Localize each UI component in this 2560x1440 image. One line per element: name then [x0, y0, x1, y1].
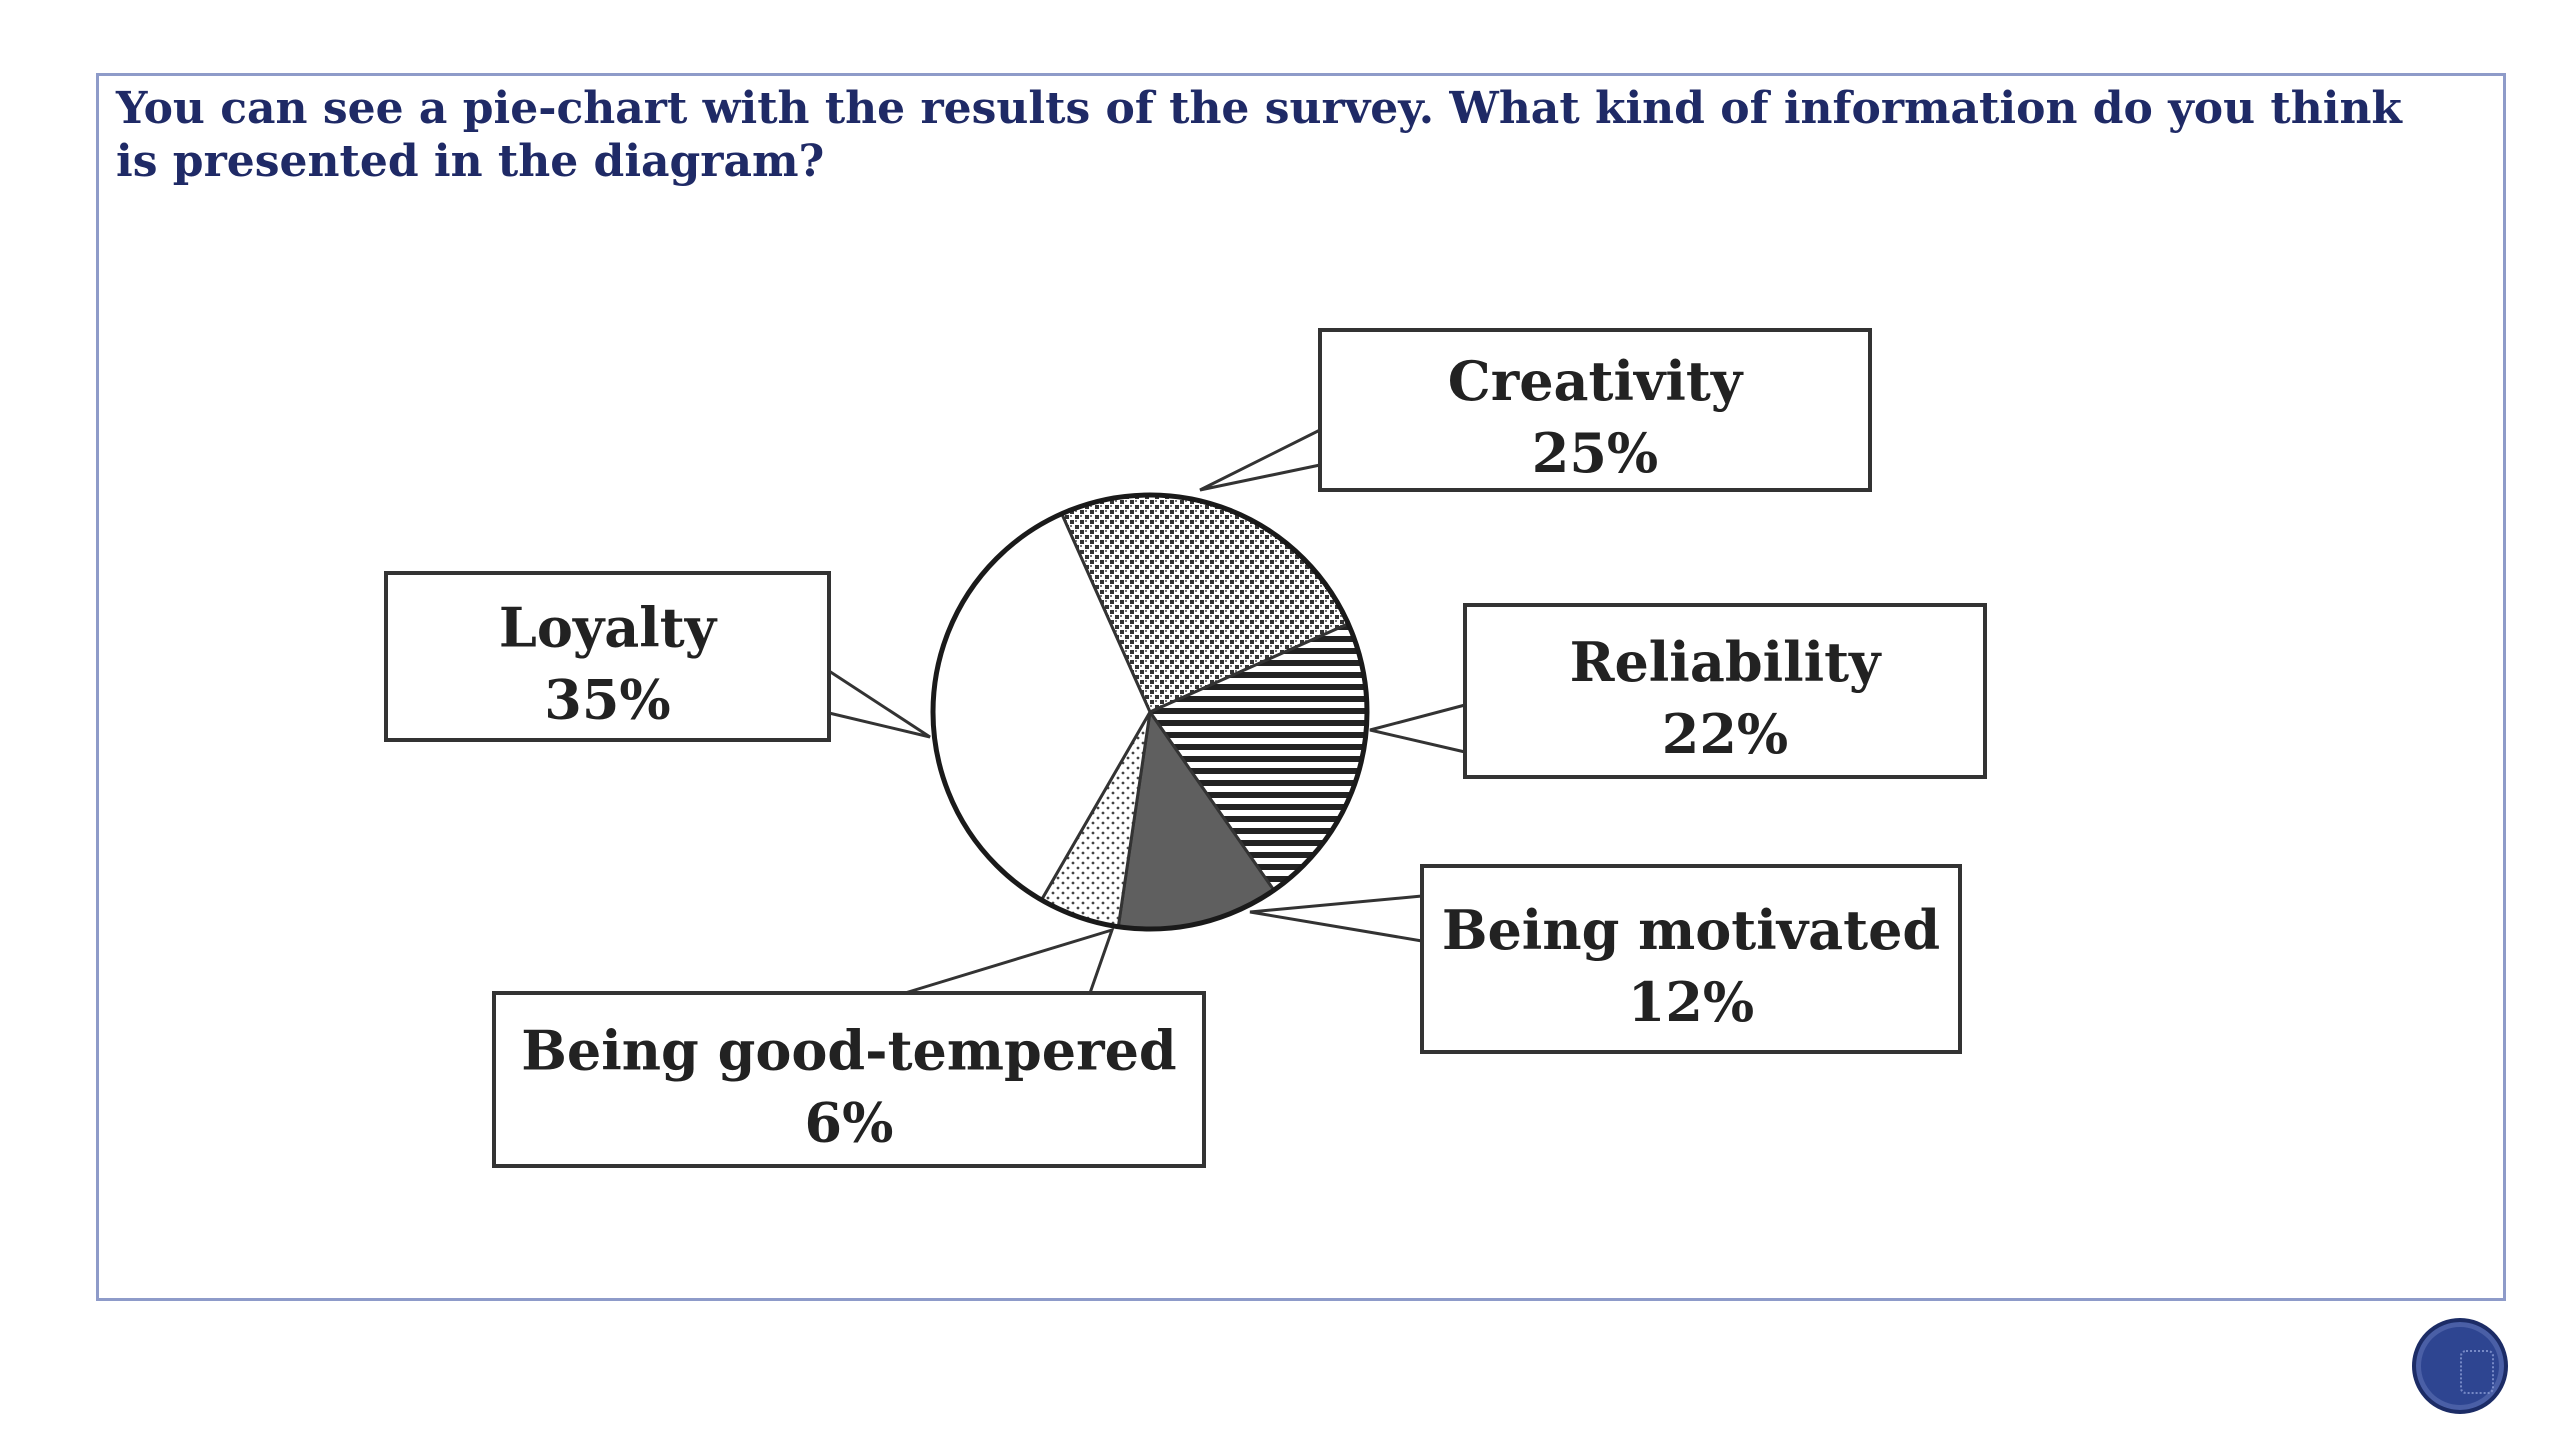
- slide-nav-button[interactable]: [2412, 1318, 2508, 1414]
- callout-leader-loyalty: [828, 669, 931, 739]
- slice-label-being-good-tempered: Being good-tempered: [521, 1019, 1176, 1083]
- slide-frame: [96, 73, 2506, 1301]
- slice-value-reliability: 22%: [1662, 702, 1788, 766]
- slice-label-loyalty: Loyalty: [499, 596, 718, 660]
- slice-value-loyalty: 35%: [544, 668, 670, 732]
- slice-label-being-motivated: Being motivated: [1442, 898, 1940, 962]
- slice-value-being-good-tempered: 6%: [805, 1091, 894, 1155]
- callout-box-creativity: [1318, 328, 1872, 492]
- callout-leader-reliability: [1369, 703, 1466, 754]
- slice-label-creativity: Creativity: [1448, 349, 1744, 413]
- callout-leader-being-motivated: [1249, 894, 1423, 943]
- callout-leader-being-good-tempered: [904, 927, 1115, 995]
- question-text: You can see a pie-chart with the results…: [116, 83, 2402, 187]
- slice-label-reliability: Reliability: [1570, 630, 1882, 694]
- slice-value-creativity: 25%: [1532, 421, 1658, 485]
- circle-nav-icon: [2460, 1350, 2494, 1394]
- callout-box-loyalty: [384, 571, 831, 742]
- callout-leader-creativity: [1199, 428, 1321, 492]
- callout-box-being-good-tempered: [492, 991, 1206, 1168]
- callout-box-reliability: [1463, 603, 1987, 779]
- callout-box-being-motivated: [1420, 864, 1962, 1054]
- slice-value-being-motivated: 12%: [1628, 970, 1754, 1034]
- pie-outline: [930, 492, 1370, 932]
